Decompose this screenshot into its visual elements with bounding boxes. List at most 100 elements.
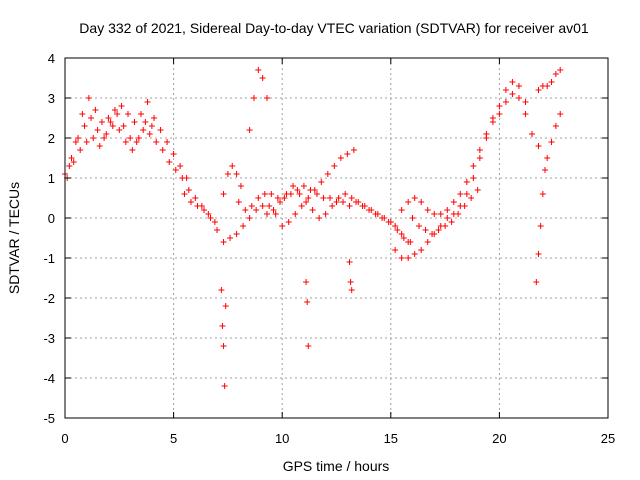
data-point [159, 147, 166, 153]
data-point [300, 183, 307, 189]
y-tick-label: -5 [43, 411, 55, 426]
y-tick-label: -4 [43, 371, 55, 386]
data-point [361, 203, 368, 209]
data-point [342, 191, 349, 197]
data-point [557, 111, 564, 117]
data-point [274, 195, 281, 201]
data-point [218, 287, 225, 293]
data-point [344, 151, 351, 157]
data-point [552, 71, 559, 77]
data-point [221, 383, 228, 389]
series-sat-h [220, 163, 244, 197]
data-point [502, 99, 509, 105]
data-point [335, 195, 342, 201]
data-point [326, 195, 333, 201]
data-point [474, 187, 481, 193]
data-point [272, 211, 279, 217]
data-point [418, 199, 425, 205]
data-point [118, 103, 125, 109]
data-point [103, 131, 110, 137]
data-point [222, 303, 229, 309]
data-point [259, 75, 266, 81]
data-point [194, 203, 201, 209]
data-point [248, 203, 255, 209]
data-point [114, 111, 121, 117]
data-point [170, 151, 177, 157]
data-point [444, 215, 451, 221]
data-point [94, 127, 101, 133]
data-point [129, 147, 136, 153]
data-point [77, 147, 84, 153]
x-tick-label: 5 [170, 431, 177, 446]
data-point [185, 187, 192, 193]
y-tick-label: 4 [48, 51, 55, 66]
data-point [255, 67, 262, 73]
data-point [322, 211, 329, 217]
data-point [509, 79, 516, 85]
data-point [166, 159, 173, 165]
data-point [424, 239, 431, 245]
data-point [75, 135, 82, 141]
data-point [398, 255, 405, 261]
x-tick-label: 20 [492, 431, 506, 446]
data-point [405, 199, 412, 205]
y-tick-label: 0 [48, 211, 55, 226]
data-point [224, 171, 231, 177]
data-point [131, 119, 138, 125]
data-point [544, 155, 551, 161]
series-sat-n [218, 259, 355, 389]
data-point [515, 95, 522, 101]
x-axis-label: GPS time / hours [283, 458, 390, 474]
data-point [320, 195, 327, 201]
data-point [476, 155, 483, 161]
data-point [83, 139, 90, 145]
series-sat-c [64, 119, 155, 181]
data-point [548, 79, 555, 85]
data-point [157, 127, 164, 133]
data-point [411, 251, 418, 257]
data-point [268, 191, 275, 197]
series-sat-a [62, 111, 218, 225]
series-sat-m [533, 111, 564, 285]
data-point [470, 163, 477, 169]
y-tick-label: 1 [48, 171, 55, 186]
series-sat-f [263, 183, 414, 245]
data-point [324, 171, 331, 177]
data-point [398, 231, 405, 237]
data-point [148, 123, 155, 129]
data-point [227, 235, 234, 241]
data-point [237, 183, 244, 189]
data-point [348, 287, 355, 293]
data-point [220, 191, 227, 197]
data-point [246, 215, 253, 221]
data-point [263, 95, 270, 101]
data-point [424, 207, 431, 213]
y-tick-label: -3 [43, 331, 55, 346]
data-point [207, 215, 214, 221]
data-point [431, 211, 438, 217]
data-point [350, 147, 357, 153]
data-point [368, 207, 375, 213]
data-point [205, 211, 212, 217]
data-point [409, 215, 416, 221]
data-point [90, 135, 97, 141]
data-point [242, 207, 249, 213]
data-point [509, 91, 516, 97]
data-point [535, 251, 542, 257]
y-tick-label: -1 [43, 251, 55, 266]
data-point [111, 107, 118, 113]
data-point [405, 255, 412, 261]
data-point [133, 139, 140, 145]
data-point [250, 95, 257, 101]
data-point [535, 143, 542, 149]
data-point [542, 167, 549, 173]
data-point [303, 199, 310, 205]
data-point [528, 131, 535, 137]
data-point [294, 187, 301, 193]
x-tick-label: 25 [601, 431, 615, 446]
data-point [151, 115, 158, 121]
data-point [246, 127, 253, 133]
x-tick-label: 10 [275, 431, 289, 446]
data-point [124, 111, 131, 117]
y-tick-label: -2 [43, 291, 55, 306]
